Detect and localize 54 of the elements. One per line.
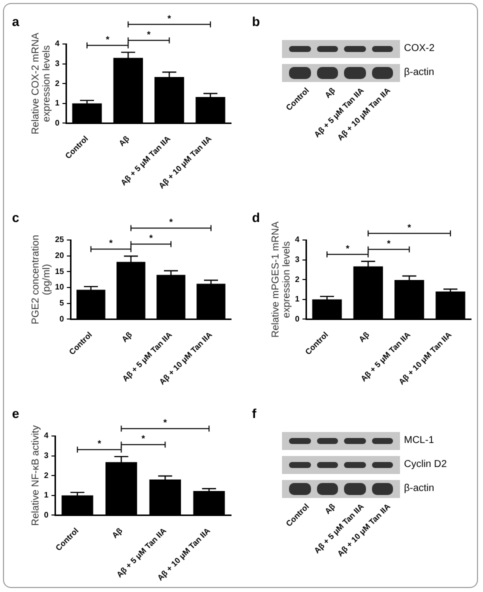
y-tick-label: 0: [294, 314, 300, 324]
annotation: *: [98, 438, 102, 449]
y-tick-label: 1: [54, 98, 60, 108]
y-axis-title: Relative NF-κB activity: [30, 425, 42, 526]
category-label: Aβ: [323, 86, 338, 100]
annotation: *: [149, 233, 154, 244]
y-tick-label: 20: [54, 251, 64, 260]
text: MCL-1: [404, 435, 434, 446]
chart-title: a: [12, 14, 20, 29]
category-label: Aβ: [323, 502, 338, 516]
y-tick-label: 4: [44, 431, 49, 440]
annotation: *: [346, 243, 350, 254]
y-axis-title: PGE2 concentration (pg/ml): [30, 234, 52, 324]
y-tick-label: 2: [294, 274, 300, 284]
y-tick-label: 0: [59, 314, 64, 324]
chart-title: c: [12, 210, 20, 225]
y-tick-label: 25: [54, 235, 64, 244]
annotation: *: [386, 238, 391, 248]
y-tick-label: 4: [54, 39, 60, 48]
y-tick-label: 2: [44, 470, 49, 480]
x-tick-label: Aβ: [120, 330, 134, 344]
y-axis-title: Relative mPGES-1 mRNA expression levels: [270, 221, 292, 338]
text: *: [169, 217, 174, 228]
text: b: [252, 14, 260, 29]
annotation: *: [141, 434, 146, 444]
y-tick-label: 15: [54, 266, 64, 276]
chart-title: d: [252, 210, 260, 225]
y-tick-label: 4: [294, 235, 300, 244]
text: *: [168, 13, 172, 24]
text: β-actin: [404, 67, 434, 78]
text: COX-2: [404, 43, 435, 54]
y-tick-label: 3: [44, 451, 49, 460]
text: f: [252, 406, 256, 421]
text: *: [163, 418, 168, 428]
y-tick-label: 0: [44, 510, 49, 520]
text: β-actin: [404, 483, 434, 494]
x-tick-label: Aβ: [357, 330, 372, 344]
text: Cyclin D2: [404, 459, 447, 470]
text: *: [146, 29, 151, 40]
y-tick-label: 0: [54, 118, 60, 128]
y-tick-label: 1: [44, 490, 49, 500]
x-tick-label: Aβ: [110, 526, 124, 540]
annotation: *: [106, 34, 110, 44]
y-tick-label: 2: [54, 78, 60, 88]
y-tick-label: 3: [54, 59, 60, 68]
y-axis-title: Relative COX-2 mRNA expression levels: [30, 32, 52, 134]
y-tick-label: 5: [59, 298, 64, 308]
y-tick-label: 1: [294, 294, 300, 304]
annotation: *: [109, 238, 114, 248]
chart-title: e: [12, 406, 20, 421]
text: *: [408, 222, 412, 232]
y-tick-label: 3: [294, 255, 300, 264]
y-tick-label: 10: [54, 282, 64, 292]
x-tick-label: Aβ: [117, 134, 132, 148]
